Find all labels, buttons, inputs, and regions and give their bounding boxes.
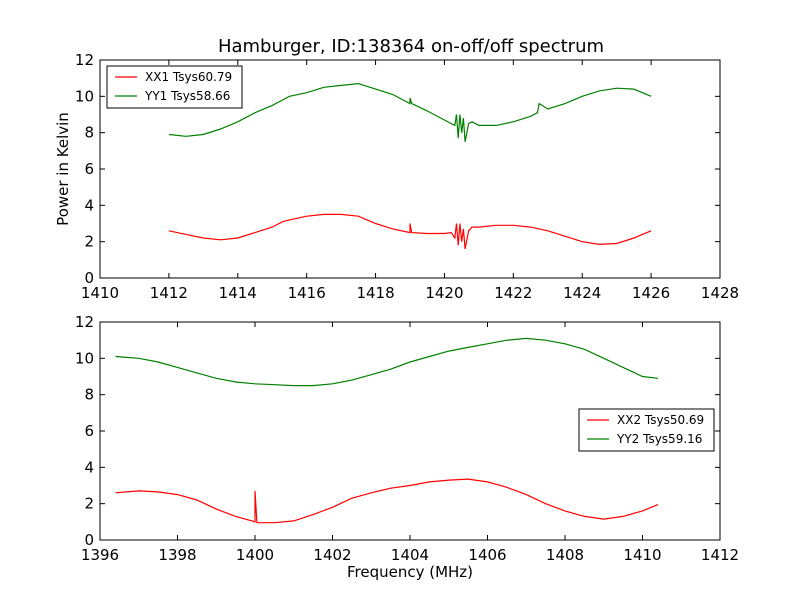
legend-label: YY2 Tsys59.16 [616,432,702,446]
legend: XX2 Tsys50.69 YY2 Tsys59.16 [578,408,715,452]
legend-label: YY1 Tsys58.66 [144,89,230,103]
x-tick-label: 1426 [632,284,670,302]
y-tick-label: 12 [75,51,94,69]
series-line-xx [168,213,652,250]
y-tick-label: 10 [75,349,94,367]
x-tick-label: 1408 [546,546,584,564]
series-line-yy [168,82,652,142]
x-tick-label: 1424 [563,284,601,302]
y-tick-label: 2 [84,495,94,513]
y-tick-label: 8 [84,124,94,142]
x-tick-label: 1414 [219,284,257,302]
bottom-panel: 1396 1398 1400 1402 1404 1406 1408 1410 1412 0 2 4 6… [75,313,739,581]
series-line-yy [115,337,659,387]
figure-title: Hamburger, ID:138364 on-off/off spectrum [218,36,604,57]
x-axis-label: Frequency (MHz) [347,563,473,581]
x-tick-label: 1422 [494,284,532,302]
y-axis-label: Power in Kelvin [54,112,72,226]
x-tick-label: 1406 [468,546,506,564]
y-tick-label: 8 [84,386,94,404]
x-tick-label: 1410 [81,284,119,302]
x-tick-label: 1416 [288,284,326,302]
y-tick-label: 6 [84,422,94,440]
x-tick-label: 1400 [236,546,274,564]
y-tick-label: 0 [84,269,94,287]
x-tick-label: 1420 [425,284,463,302]
series-line-xx [115,478,659,524]
x-tick-label: 1396 [81,546,119,564]
legend-label: XX1 Tsys60.79 [145,70,232,84]
x-tick-label: 1412 [701,546,739,564]
y-tick-label: 12 [75,313,94,331]
legend-box [578,408,715,452]
y-tick-label: 4 [84,196,94,214]
x-tick-label: 1398 [158,546,196,564]
top-panel: 1410 1412 1414 1416 1418 1420 1422 1424 1426 1428… [54,51,739,302]
x-tick-label: 1412 [150,284,188,302]
x-tick-label: 1404 [391,546,429,564]
legend: XX1 Tsys60.79 YY1 Tsys58.66 [106,65,243,109]
y-tick-label: 10 [75,87,94,105]
y-tick-label: 4 [84,458,94,476]
y-tick-label: 6 [84,160,94,178]
x-tick-label: 1402 [313,546,351,564]
legend-label: XX2 Tsys50.69 [617,413,704,427]
legend-box [106,65,243,109]
x-tick-label: 1428 [701,284,739,302]
x-tick-label: 1418 [356,284,394,302]
y-tick-label: 0 [84,531,94,549]
x-tick-label: 1410 [623,546,661,564]
y-tick-label: 2 [84,233,94,251]
